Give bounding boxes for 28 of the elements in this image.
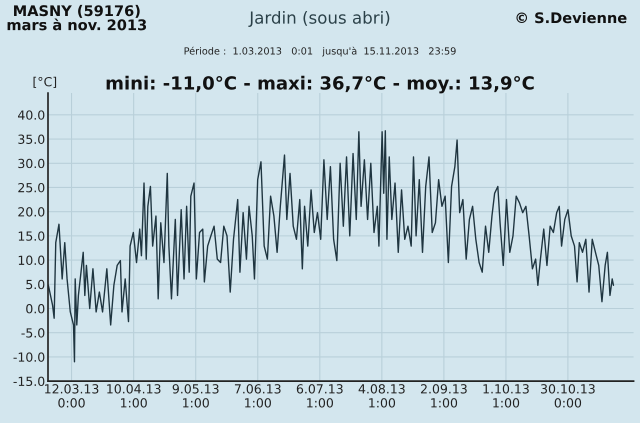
y-tick-label: 20.0	[18, 207, 44, 217]
y-tick-label: 15.0	[18, 231, 44, 241]
y-tick-label: 5.0	[26, 280, 44, 290]
text: © S.Devienne	[516, 12, 626, 24]
x-tick-label: 1.10.13 1:00	[483, 384, 529, 408]
y-tick-label: 10.0	[18, 256, 44, 266]
line-series	[48, 130, 614, 362]
chart-title: Jardin (sous abri)	[248, 10, 390, 27]
chart-subtitle: Période : 1.03.2013 0:01 jusqu'à 15.11.2013 23:59	[184, 46, 456, 57]
x-tick-label: 30.10.13 0:00	[541, 384, 595, 408]
x-tick-label: 7.06.13 1:00	[234, 384, 281, 408]
annotation: mini: -11,0°C - maxi: 36,7°C - moy.: 13,9°C	[106, 76, 534, 94]
y-tick-label: -10.0	[13, 352, 44, 362]
y-tick-label: -5.0	[21, 328, 44, 338]
y-tick-label: 35.0	[18, 134, 44, 144]
x-tick-label: 12.03.13 0:00	[45, 384, 98, 408]
y-tick-label: 40.0	[18, 110, 44, 120]
x-tick-label: 4.08.13 1:00	[358, 384, 405, 408]
y-tick-label: -15.0	[13, 376, 44, 386]
y-tick-label: 30.0	[18, 158, 44, 168]
x-tick-label: 6.07.13 1:00	[296, 384, 343, 408]
text: MASNY (59176) mars à nov. 2013	[8, 4, 146, 30]
x-tick-label: 2.09.13 1:00	[420, 384, 467, 408]
y-axis-title: [°C]	[34, 76, 56, 88]
y-tick-label: 25.0	[18, 182, 44, 192]
x-tick-label: 9.05.13 1:00	[172, 384, 219, 408]
x-tick-label: 10.04.13 1:00	[107, 384, 160, 408]
y-tick-label: 0.0	[26, 304, 44, 314]
